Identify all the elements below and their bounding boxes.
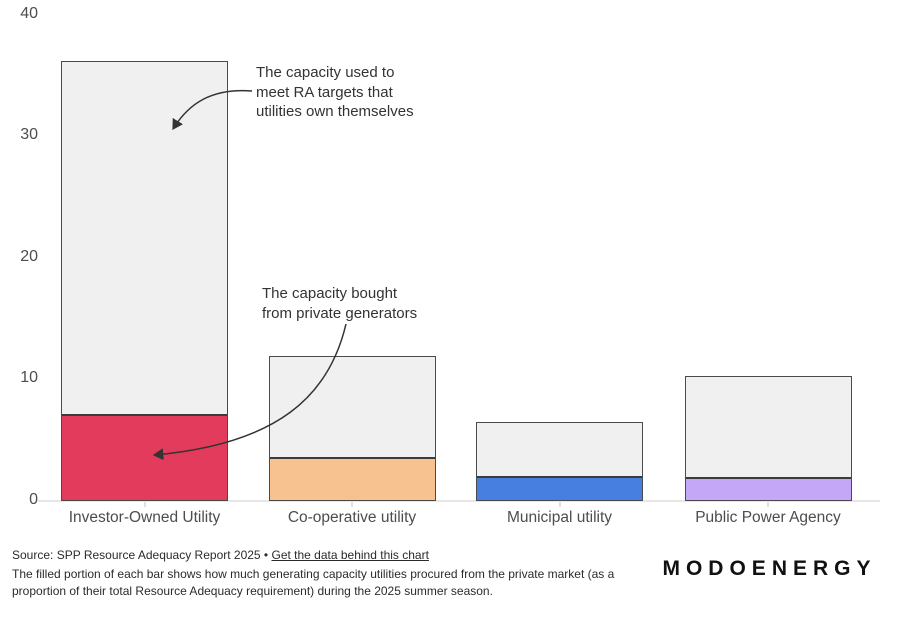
footer: Source: SPP Resource Adequacy Report 202… xyxy=(12,547,660,600)
annotation-own-capacity: The capacity used to meet RA targets tha… xyxy=(256,63,414,122)
annotation-line: The capacity used to xyxy=(256,64,395,81)
y-axis-label: 0 xyxy=(29,491,38,508)
category-label: Co-operative utility xyxy=(287,509,417,526)
x-axis-tick xyxy=(351,502,353,507)
bar-filled-portion xyxy=(62,413,227,500)
data-link[interactable]: Get the data behind this chart xyxy=(271,548,429,562)
footer-description: The filled portion of each bar shows how… xyxy=(12,567,615,598)
x-axis-tick xyxy=(143,502,146,507)
source-line: Source: SPP Resource Adequacy Report 202… xyxy=(12,547,660,564)
x-axis-tick xyxy=(558,502,561,507)
category-label: Public Power Agency xyxy=(695,509,841,526)
x-axis-line xyxy=(38,500,880,502)
annotation-line: The capacity bought xyxy=(262,285,398,302)
y-axis-label: 10 xyxy=(20,369,38,387)
x-axis-tick xyxy=(767,502,769,507)
y-axis-label: 20 xyxy=(20,247,38,265)
bar-filled-portion xyxy=(477,475,642,500)
category-label: Investor-Owned Utility xyxy=(68,509,221,526)
annotation-line: utilities own themselves xyxy=(256,103,414,120)
bar-co-operative-utility xyxy=(268,356,436,501)
bar-filled-portion xyxy=(269,457,435,500)
annotation-line: meet RA targets that xyxy=(256,83,393,101)
bar-filled-portion xyxy=(685,476,851,500)
bar-investor-owned-utility xyxy=(61,60,228,501)
modo-energy-logo: MODOENERGY xyxy=(662,557,877,580)
y-axis-label: 40 xyxy=(20,4,38,22)
bar-municipal-utility xyxy=(476,421,643,501)
bar-public-power-agency xyxy=(684,375,852,501)
source-text: Source: SPP Resource Adequacy Report 202… xyxy=(12,548,269,562)
y-axis-label: 30 xyxy=(20,126,38,144)
annotation-line: from private generators xyxy=(262,304,418,322)
category-label: Municipal utility xyxy=(506,509,613,526)
annotation-bought-capacity: The capacity bought from private generat… xyxy=(262,284,417,323)
